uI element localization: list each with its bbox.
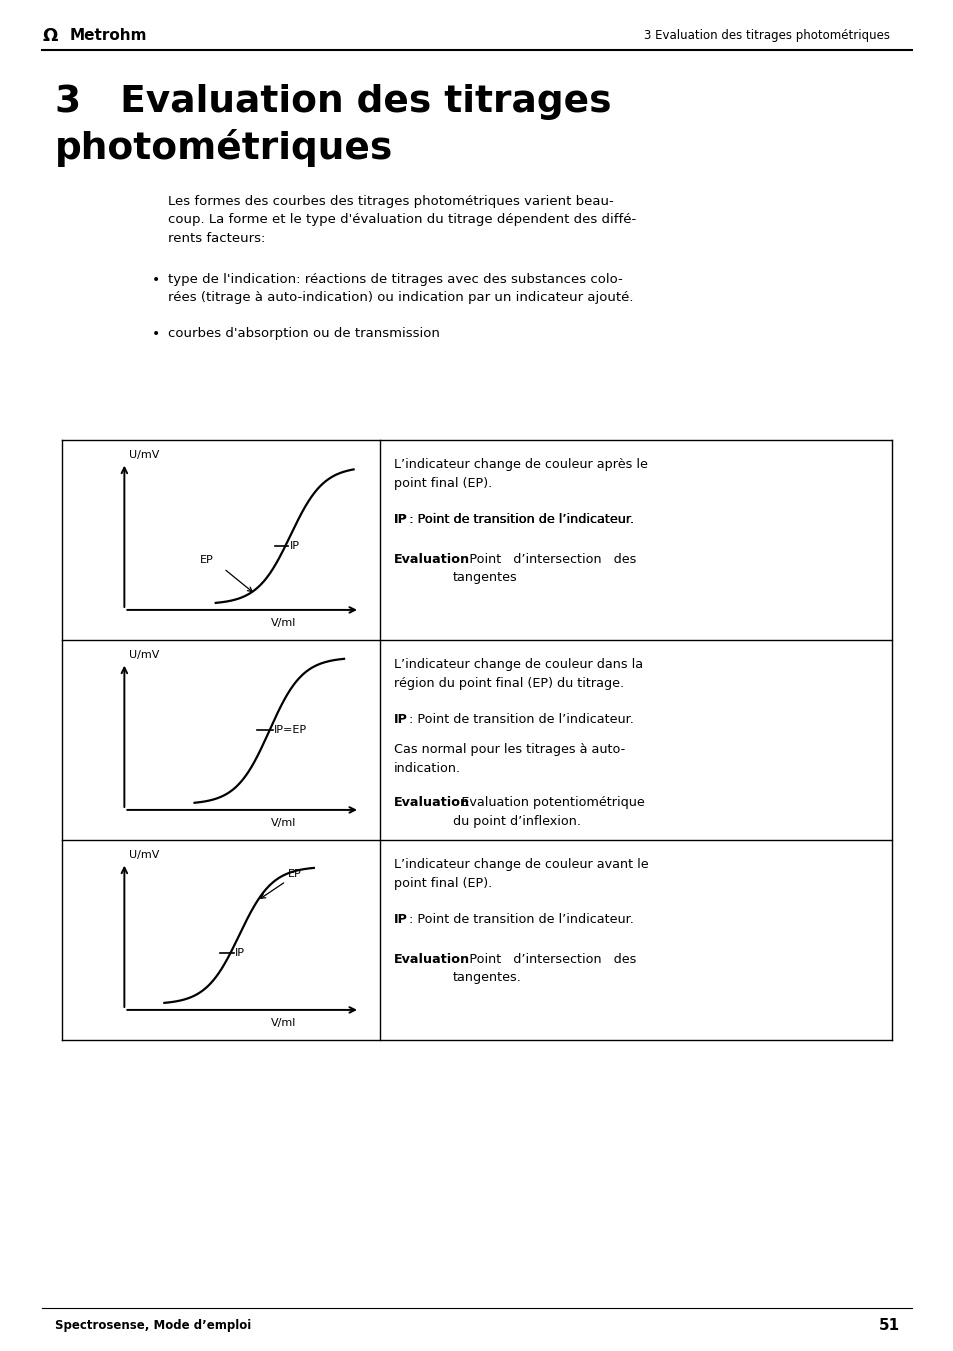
Text: type de l'indication: réactions de titrages avec des substances colo-
rées (titr: type de l'indication: réactions de titra… <box>168 273 633 304</box>
Text: : Point de transition de l’indicateur.: : Point de transition de l’indicateur. <box>409 713 633 725</box>
Text: Evaluation: Evaluation <box>394 796 470 809</box>
Text: EP: EP <box>287 870 301 880</box>
Text: Evaluation: Evaluation <box>394 952 470 966</box>
Text: :   Point   d’intersection   des
tangentes.: : Point d’intersection des tangentes. <box>453 952 636 985</box>
Text: photométriques: photométriques <box>55 128 393 168</box>
Text: IP=EP: IP=EP <box>274 725 307 735</box>
Text: IP: IP <box>235 947 245 958</box>
Text: U/mV: U/mV <box>129 450 159 459</box>
Text: L’indicateur change de couleur dans la
région du point final (EP) du titrage.: L’indicateur change de couleur dans la r… <box>394 658 642 689</box>
Text: •: • <box>152 327 160 340</box>
Text: V/ml: V/ml <box>270 619 295 628</box>
Text: :   Point   d’intersection   des
tangentes: : Point d’intersection des tangentes <box>453 553 636 585</box>
Text: 51: 51 <box>878 1317 899 1332</box>
Text: : Evaluation potentiométrique
du point d’inflexion.: : Evaluation potentiométrique du point d… <box>453 796 644 828</box>
Text: U/mV: U/mV <box>129 650 159 659</box>
Text: Evaluation: Evaluation <box>394 553 470 566</box>
Text: 3   Evaluation des titrages: 3 Evaluation des titrages <box>55 84 611 120</box>
Text: IP: IP <box>394 513 408 526</box>
Text: U/mV: U/mV <box>129 850 159 861</box>
Text: Les formes des courbes des titrages photométriques varient beau-
coup. La forme : Les formes des courbes des titrages phot… <box>168 195 636 245</box>
Text: 3 Evaluation des titrages photométriques: 3 Evaluation des titrages photométriques <box>643 30 889 42</box>
Text: V/ml: V/ml <box>270 819 295 828</box>
Text: Metrohm: Metrohm <box>70 28 148 43</box>
Text: L’indicateur change de couleur après le
point final (EP).: L’indicateur change de couleur après le … <box>394 458 647 489</box>
Text: Spectrosense, Mode d’emploi: Spectrosense, Mode d’emploi <box>55 1319 251 1332</box>
Text: : Point de transition de l’indicateur.: : Point de transition de l’indicateur. <box>409 513 633 526</box>
Text: V/ml: V/ml <box>270 1019 295 1028</box>
Text: : Point de transition de l’indicateur.: : Point de transition de l’indicateur. <box>409 913 633 925</box>
Text: EP: EP <box>199 555 213 565</box>
Text: Cas normal pour les titrages à auto-
indication.: Cas normal pour les titrages à auto- ind… <box>394 743 624 774</box>
Text: IP: IP <box>394 713 408 725</box>
Text: Ω: Ω <box>42 27 57 45</box>
Text: IP: IP <box>290 540 299 551</box>
Text: L’indicateur change de couleur avant le
point final (EP).: L’indicateur change de couleur avant le … <box>394 858 648 889</box>
Text: •: • <box>152 273 160 286</box>
Text: courbes d'absorption ou de transmission: courbes d'absorption ou de transmission <box>168 327 439 340</box>
Text: IP : Point de transition de l’indicateur.: IP : Point de transition de l’indicateur… <box>394 513 634 526</box>
Text: IP: IP <box>394 913 408 925</box>
